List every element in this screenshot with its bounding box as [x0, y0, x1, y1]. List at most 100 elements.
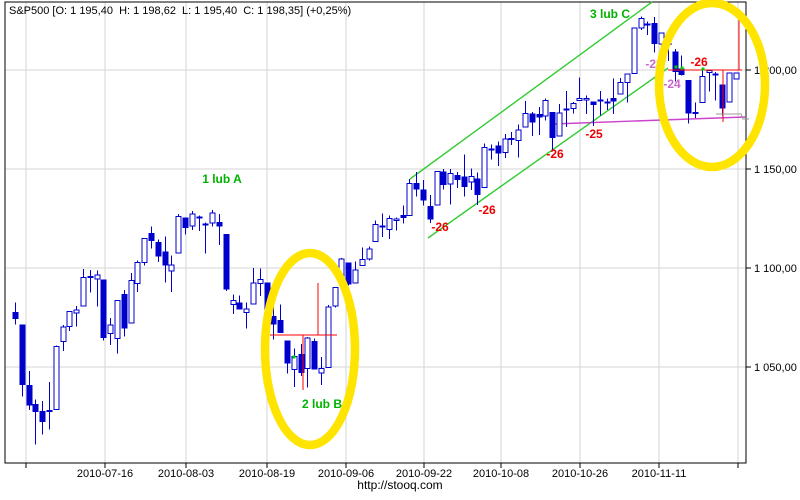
candle: [651, 16, 658, 53]
candle: [53, 345, 60, 411]
candle: [121, 289, 128, 337]
candle: [318, 356, 325, 386]
x-axis-label: 2010-08-19: [239, 468, 295, 480]
candle-body-down: [474, 178, 481, 196]
candle: [685, 79, 692, 124]
candle: [481, 143, 488, 188]
upper-channel-line: [409, 1, 653, 180]
candle: [583, 95, 590, 115]
candle: [230, 294, 237, 315]
y-axis-label: 1 100,00: [754, 263, 797, 275]
candle-body-up: [570, 102, 577, 110]
candle-body-up: [230, 299, 237, 306]
candle: [298, 344, 305, 377]
candle-body-down: [121, 293, 128, 329]
candle-body-down: [12, 312, 19, 319]
annotation-label: -26: [478, 203, 496, 217]
candle: [141, 237, 148, 266]
annotation-label: -26: [431, 220, 449, 234]
candle: [291, 348, 298, 388]
candle-body-up: [175, 216, 182, 254]
candle-body-down: [277, 320, 284, 334]
candle: [19, 324, 26, 397]
candle: [155, 239, 162, 262]
candle: [515, 124, 522, 158]
candle-body-up: [53, 346, 60, 411]
candle: [100, 279, 107, 341]
annotation-label: -26: [546, 147, 564, 161]
highlight-ellipses: [260, 0, 770, 450]
candle-body-up: [556, 112, 563, 137]
x-axis-label: 2010-09-06: [318, 468, 374, 480]
candle: [678, 55, 685, 76]
candle: [454, 171, 461, 189]
candles-layer: [12, 16, 740, 445]
candle: [284, 340, 291, 374]
candle: [311, 338, 318, 370]
candle: [726, 72, 733, 103]
candle-body-up: [189, 213, 196, 227]
candle: [32, 399, 39, 445]
candle: [223, 234, 230, 291]
candle-body-up: [638, 18, 645, 29]
source-url-link[interactable]: http://stooq.com: [357, 478, 443, 492]
candle: [706, 69, 713, 92]
candle: [196, 215, 203, 231]
candle-body-up: [196, 216, 203, 219]
candle: [114, 299, 121, 354]
gray-support-line: [716, 113, 749, 120]
candle: [379, 213, 386, 238]
candle: [712, 72, 719, 101]
wave-marker-dot: [701, 67, 705, 71]
annotation-label: 2 lub B: [302, 397, 342, 411]
candle: [468, 168, 475, 190]
candle: [209, 210, 216, 227]
candle-body-down: [604, 101, 611, 104]
axis-labels: 2010-07-16 2010-08-03 2010-08-19 2010-09-06…: [77, 65, 797, 480]
candle: [440, 169, 447, 190]
candle-body-down: [413, 182, 420, 190]
x-axis-label: 2010-10-08: [473, 468, 529, 480]
markers: [292, 65, 705, 359]
candle-body-up: [94, 274, 101, 280]
candle-body-down: [454, 174, 461, 180]
candle-body-up: [66, 311, 73, 327]
chart-title: S&P500 [O: 1 195,40 H: 1 198,62 L: 1 195…: [9, 5, 352, 17]
candle-body-up: [468, 176, 475, 183]
candle: [39, 400, 46, 435]
candle: [393, 217, 400, 231]
candle: [434, 171, 441, 206]
candle-body-up: [80, 276, 87, 307]
candle: [175, 213, 182, 254]
candle-body-down: [202, 223, 209, 226]
candle-body-down: [26, 385, 33, 406]
candle-body-up: [386, 217, 393, 231]
candle-body-up: [515, 129, 522, 142]
candle-body-up: [46, 409, 53, 412]
candle: [304, 336, 311, 388]
candle-body-up: [366, 248, 373, 260]
wave-marker-dot: [680, 66, 684, 70]
candle-body-down: [32, 403, 39, 413]
candle-body-up: [325, 306, 332, 369]
candle-body-up: [692, 111, 699, 114]
candle-body-up: [60, 326, 67, 342]
candle-body-down: [461, 176, 468, 187]
candle-body-up: [644, 23, 651, 26]
candle: [202, 222, 209, 254]
candle: [563, 90, 570, 128]
candle: [508, 131, 515, 146]
annotation-label: -25: [585, 127, 603, 141]
candle: [733, 72, 740, 80]
candle-body-up: [318, 367, 325, 374]
candle-body-up: [583, 98, 590, 101]
wave-marker-dot: [674, 65, 678, 69]
annotation-label: -26: [690, 55, 708, 69]
candle-body-up: [699, 76, 706, 103]
candle: [495, 141, 502, 167]
candle: [617, 78, 624, 95]
candle: [576, 77, 583, 101]
candle: [461, 154, 468, 197]
candle: [257, 268, 264, 297]
